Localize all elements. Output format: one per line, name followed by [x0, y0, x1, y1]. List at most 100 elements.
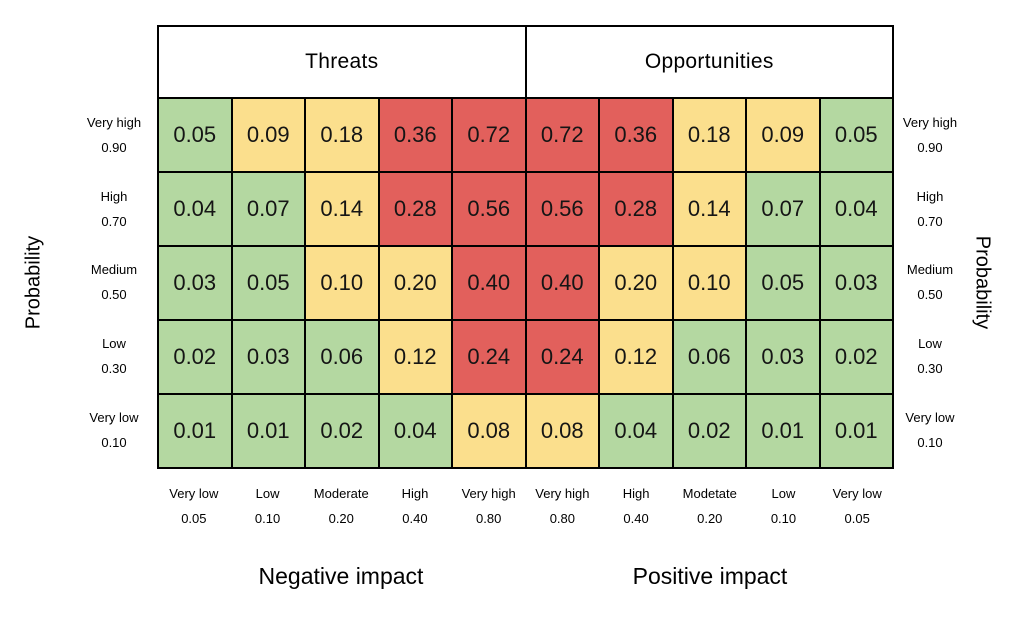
- matrix-cell: 0.03: [159, 247, 231, 319]
- matrix-cell: 0.02: [820, 321, 892, 393]
- matrix-cell: 0.04: [379, 395, 451, 467]
- impact-level-label: Low: [771, 486, 796, 501]
- probability-level-label: Very high: [902, 115, 958, 131]
- matrix-cell: 0.56: [453, 173, 525, 245]
- impact-level-label: Moderate: [313, 486, 369, 501]
- impact-level: Very low 0.05: [820, 486, 894, 527]
- matrix-cell: 0.03: [820, 247, 892, 319]
- impact-labels-row: Very low 0.05 Low 0.10 Moderate 0.20 High 0.40 V…: [157, 486, 894, 527]
- impact-level: High 0.40: [599, 486, 673, 527]
- impact-level: High 0.40: [378, 486, 452, 527]
- matrix-cell: 0.01: [232, 395, 304, 467]
- impact-level: Very low 0.05: [157, 486, 231, 527]
- matrix-cell: 0.36: [379, 99, 451, 171]
- impact-level: Modetate 0.20: [673, 486, 747, 527]
- right-probability-labels: Very high 0.90 High 0.70 Medium 0.50 Low 0.30 Ve…: [895, 99, 965, 467]
- probability-level-value: 0.30: [101, 361, 127, 377]
- negative-impact-axis-label: Negative impact: [258, 563, 424, 589]
- matrix-cell: 0.03: [747, 321, 819, 393]
- probability-level: Medium 0.50: [895, 246, 965, 320]
- matrix-cell: 0.10: [306, 247, 378, 319]
- matrix-cell: 0.12: [379, 321, 451, 393]
- matrix-cell: 0.20: [600, 247, 672, 319]
- matrix-cell: 0.04: [600, 395, 672, 467]
- matrix-cell: 0.07: [232, 173, 304, 245]
- matrix-cell: 0.14: [673, 173, 745, 245]
- impact-level-value: 0.20: [697, 511, 723, 526]
- impact-level-label: High: [401, 486, 429, 501]
- impact-level-label: Very low: [832, 486, 882, 501]
- matrix-cell: 0.04: [159, 173, 231, 245]
- impact-level-value: 0.05: [181, 511, 207, 526]
- matrix-cell: 0.05: [232, 247, 304, 319]
- matrix-cell: 0.01: [747, 395, 819, 467]
- positive-impact-axis-label: Positive impact: [632, 563, 788, 589]
- matrix-cell: 0.12: [600, 321, 672, 393]
- impact-level: Very high 0.80: [526, 486, 600, 527]
- matrix-cell: 0.28: [600, 173, 672, 245]
- probability-level: Very low 0.10: [59, 393, 169, 467]
- impact-level-value: 0.20: [328, 511, 354, 526]
- matrix-cell: 0.36: [600, 99, 672, 171]
- probability-level: Very high 0.90: [895, 99, 965, 173]
- left-probability-labels: Very high 0.90 High 0.70 Medium 0.50 Low 0.30 Ve…: [59, 99, 169, 467]
- probability-level-label: Low: [102, 336, 126, 352]
- probability-level-label: Medium: [90, 262, 138, 278]
- matrix-cell: 0.06: [306, 321, 378, 393]
- impact-level-label: Low: [255, 486, 280, 501]
- impact-level-label: High: [622, 486, 650, 501]
- matrix-cell: 0.56: [526, 173, 598, 245]
- matrix-cell: 0.01: [159, 395, 231, 467]
- matrix-cell: 0.14: [306, 173, 378, 245]
- opportunities-section-header: Opportunities: [526, 27, 892, 97]
- impact-level-label: Modetate: [682, 486, 737, 501]
- matrix-cell: 0.04: [820, 173, 892, 245]
- matrix-cell: 0.72: [453, 99, 525, 171]
- matrix-cell: 0.05: [820, 99, 892, 171]
- impact-level-value: 0.10: [770, 511, 797, 526]
- probability-level-label: Very low: [905, 409, 955, 425]
- probability-level: Very high 0.90: [59, 99, 169, 173]
- probability-level: Low 0.30: [59, 320, 169, 394]
- matrix-cell: 0.28: [379, 173, 451, 245]
- matrix-cell: 0.20: [379, 247, 451, 319]
- matrix-cell: 0.40: [453, 247, 525, 319]
- matrix-cell: 0.07: [747, 173, 819, 245]
- matrix-cell: 0.03: [232, 321, 304, 393]
- impact-level: Very high 0.80: [452, 486, 526, 527]
- probability-level-value: 0.50: [101, 287, 127, 303]
- probability-level-value: 0.70: [101, 213, 127, 229]
- right-probability-axis-label: Probability: [971, 235, 994, 330]
- probability-level-label: Medium: [906, 262, 954, 278]
- probability-level-label: Very low: [89, 409, 139, 425]
- probability-level-value: 0.90: [917, 140, 943, 156]
- probability-level-value: 0.70: [917, 213, 943, 229]
- matrix-cell: 0.05: [159, 99, 231, 171]
- probability-level: Very low 0.10: [895, 393, 965, 467]
- impact-level: Low 0.10: [231, 486, 305, 527]
- probability-level-label: High: [916, 188, 944, 204]
- left-probability-axis-label: Probability: [22, 235, 45, 330]
- matrix-cell: 0.08: [526, 395, 598, 467]
- probability-level: Low 0.30: [895, 320, 965, 394]
- impact-level-value: 0.10: [254, 511, 281, 526]
- probability-level-label: Very high: [86, 115, 142, 131]
- probability-level-value: 0.30: [917, 361, 943, 377]
- impact-level-value: 0.05: [844, 511, 870, 526]
- impact-level-value: 0.40: [402, 511, 428, 526]
- probability-level-value: 0.50: [917, 287, 943, 303]
- probability-level: High 0.70: [59, 173, 169, 247]
- probability-level-value: 0.90: [101, 140, 127, 156]
- matrix-grid: Threats Opportunities 0.05 0.09 0.18 0.36 0.…: [157, 25, 894, 469]
- matrix-cell: 0.02: [673, 395, 745, 467]
- matrix-cell: 0.40: [526, 247, 598, 319]
- matrix-cell: 0.24: [526, 321, 598, 393]
- matrix-cell: 0.10: [673, 247, 745, 319]
- probability-level-value: 0.10: [101, 434, 127, 450]
- probability-level: High 0.70: [895, 173, 965, 247]
- matrix-cell: 0.01: [820, 395, 892, 467]
- threats-section-header: Threats: [159, 27, 525, 97]
- matrix-cell: 0.24: [453, 321, 525, 393]
- matrix-cell: 0.18: [306, 99, 378, 171]
